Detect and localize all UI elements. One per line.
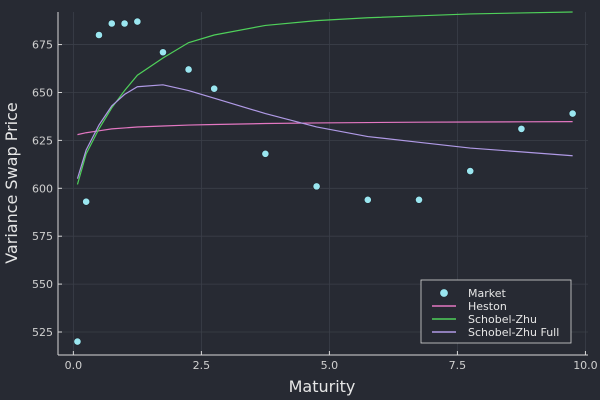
y-tick-label: 650 — [32, 86, 53, 99]
x-tick-label: 0.0 — [65, 359, 83, 372]
market-point — [517, 124, 526, 133]
market-point — [568, 109, 577, 118]
market-point — [363, 195, 372, 204]
y-tick-label: 550 — [32, 278, 53, 291]
market-point — [120, 19, 129, 28]
y-tick-label: 625 — [32, 134, 53, 147]
legend-label-market: Market — [468, 287, 506, 300]
market-point — [133, 17, 142, 26]
y-tick-label: 525 — [32, 326, 53, 339]
market-point — [415, 195, 423, 204]
market-point — [312, 182, 321, 191]
plot-area — [73, 11, 577, 346]
legend-marker-market — [439, 288, 449, 298]
x-axis-label: Maturity — [289, 377, 356, 396]
grid-lines — [58, 12, 588, 355]
y-tick-label: 600 — [32, 182, 53, 195]
market-point — [107, 19, 116, 28]
heston-line — [77, 121, 573, 136]
market-point — [159, 48, 167, 57]
axes — [57, 12, 588, 356]
x-tick-label: 5.0 — [321, 359, 339, 372]
y-tick-label: 675 — [32, 39, 53, 52]
x-tick-label: 2.5 — [193, 359, 211, 372]
x-tick-label: 10.0 — [573, 359, 598, 372]
market-point — [210, 84, 219, 93]
tick-labels: 0.0 2.5 5.0 7.5 10.0 525 550 575 600 625 650 675 — [32, 39, 598, 372]
market-point — [82, 197, 91, 206]
legend-label-schobel-zhu: Schobel-Zhu — [468, 313, 537, 326]
market-point — [184, 65, 193, 74]
y-tick-label: 575 — [32, 230, 53, 243]
legend-label-schobel-zhu-full: Schobel-Zhu Full — [468, 326, 559, 339]
market-point — [261, 149, 270, 158]
legend-label-heston: Heston — [468, 300, 507, 313]
y-axis-label: Variance Swap Price — [2, 102, 21, 264]
market-point — [466, 167, 475, 175]
schobel-zhu-full-line — [76, 84, 573, 179]
market-point — [95, 31, 103, 39]
x-tick-label: 7.5 — [449, 359, 467, 372]
schobel-zhu-line — [76, 11, 573, 185]
market-point — [73, 337, 82, 346]
